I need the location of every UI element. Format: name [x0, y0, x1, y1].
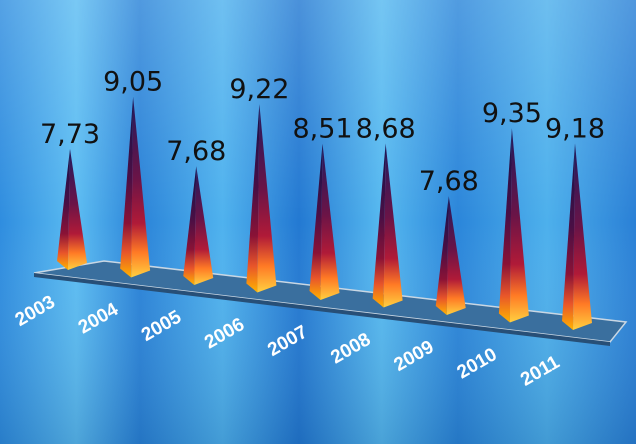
pyramid-bar-left-face-2003	[57, 148, 70, 270]
pyramid-bar-left-face-2007	[309, 143, 323, 300]
chart-floor-edge	[34, 273, 610, 346]
pyramid-bar-right-face-2011	[573, 143, 592, 330]
value-label-2009: 7,68	[419, 166, 479, 197]
pyramid-bar-left-face-2008	[372, 143, 386, 308]
pyramid-bar-right-face-2006	[257, 104, 277, 293]
pyramid-bar-right-face-2004	[131, 96, 151, 278]
value-label-2007: 8,51	[292, 114, 352, 145]
pyramid-bar-right-face-2007	[320, 143, 340, 300]
value-label-2008: 8,68	[356, 113, 416, 144]
pyramid-bar-left-face-2006	[246, 104, 260, 293]
value-label-2010: 9,35	[482, 98, 542, 129]
pyramid-bar-left-face-2011	[562, 143, 575, 330]
pyramid-bar-left-face-2009	[435, 196, 449, 315]
value-label-2004: 9,05	[103, 67, 163, 98]
value-label-2005: 7,68	[166, 136, 226, 167]
pyramid-bar-right-face-2005	[194, 166, 214, 285]
pyramid-series: 7,739,057,689,228,51 8,687,689,35 9,18	[40, 67, 605, 330]
pyramid-bar-left-face-2010	[498, 128, 512, 323]
pyramid-bar-right-face-2010	[509, 128, 529, 323]
value-label-2006: 9,22	[229, 74, 289, 105]
pyramid-bar-right-face-2009	[446, 196, 466, 315]
pyramid-bar-right-face-2003	[68, 148, 87, 270]
value-label-2011: 9,18	[545, 113, 605, 144]
pyramid-bar-right-face-2008	[383, 143, 403, 308]
pyramid-bar-left-face-2004	[120, 96, 134, 278]
pyramid-bar-left-face-2005	[183, 166, 197, 285]
value-label-2003: 7,73	[40, 119, 100, 150]
